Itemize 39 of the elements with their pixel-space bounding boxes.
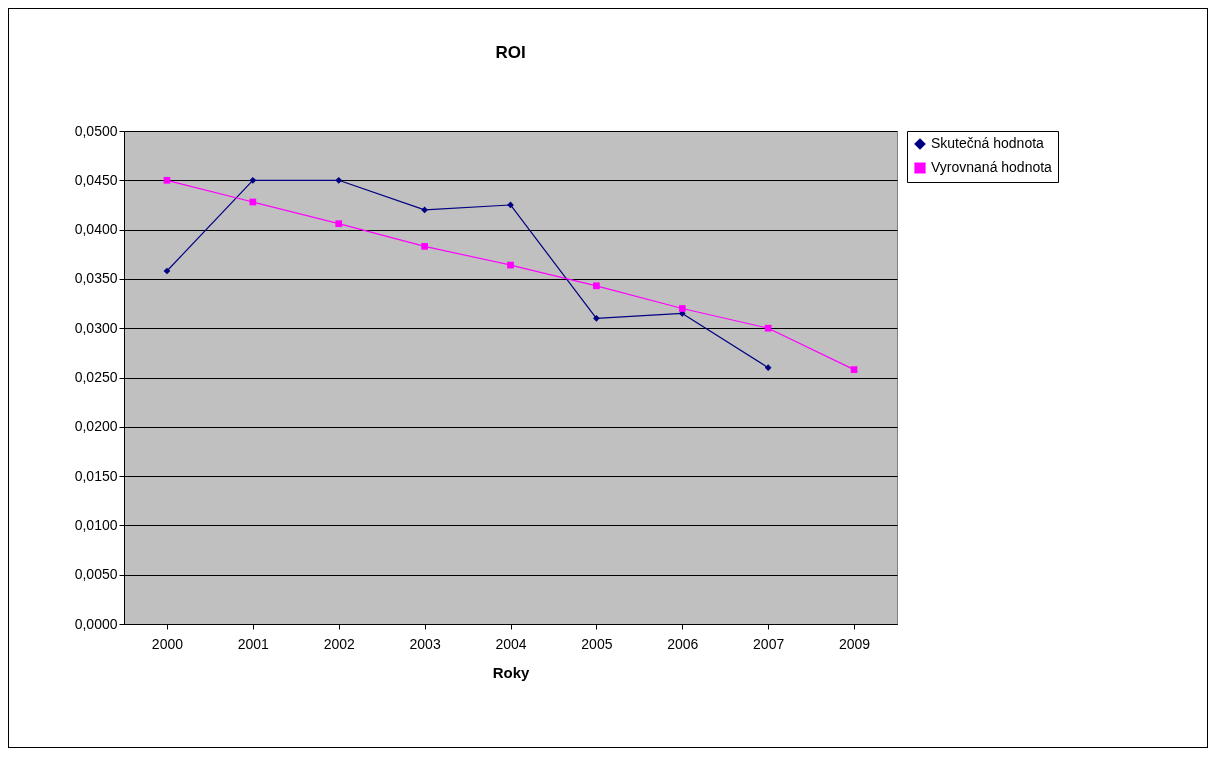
point (593, 282, 600, 290)
y-tick-label: 0,0450 (74, 171, 118, 188)
y-tick-label: 0,0000 (74, 615, 118, 632)
x-tick-label: 2009 (838, 635, 871, 652)
x-tick-label: 2003 (409, 635, 441, 652)
y-tick-label: 0,0150 (74, 467, 118, 484)
x-tick-label: 2006 (667, 635, 699, 652)
point (678, 305, 686, 312)
y-tick-label: 0,0200 (74, 418, 118, 435)
x-tick-label: 2002 (323, 635, 355, 652)
point (764, 364, 772, 371)
point (507, 261, 514, 269)
point (593, 314, 600, 322)
x-tick-label: 2000 (151, 635, 184, 652)
y-tick-label: 0,0100 (74, 516, 118, 533)
y-tick-label: 0,0250 (74, 369, 118, 385)
y-tick-label: 0,0350 (74, 270, 118, 287)
point (249, 176, 257, 184)
point (163, 176, 171, 184)
point (163, 267, 171, 275)
y-tick-label: 0,0500 (74, 122, 118, 139)
point (335, 176, 343, 184)
y-tick-label: 0,0300 (74, 319, 118, 336)
y-tick-label: 0,0050 (74, 566, 118, 583)
point (421, 206, 428, 214)
x-tick-label: 2007 (753, 635, 785, 652)
point (335, 220, 343, 228)
point (764, 324, 772, 332)
legend-label: Vyrovnaná hodnota (931, 159, 1053, 175)
legend-label: Skutečná hodnota (931, 135, 1045, 151)
point (249, 198, 257, 206)
x-tick-label: 2005 (581, 635, 613, 652)
chart-title: ROI (495, 43, 526, 62)
x-tick-label: 2001 (237, 635, 270, 652)
point (421, 243, 428, 250)
point (850, 366, 858, 373)
x-tick-label: 2004 (495, 635, 527, 652)
y-tick-label: 0,0400 (74, 221, 118, 238)
x-axis-title: Roky (492, 663, 530, 681)
